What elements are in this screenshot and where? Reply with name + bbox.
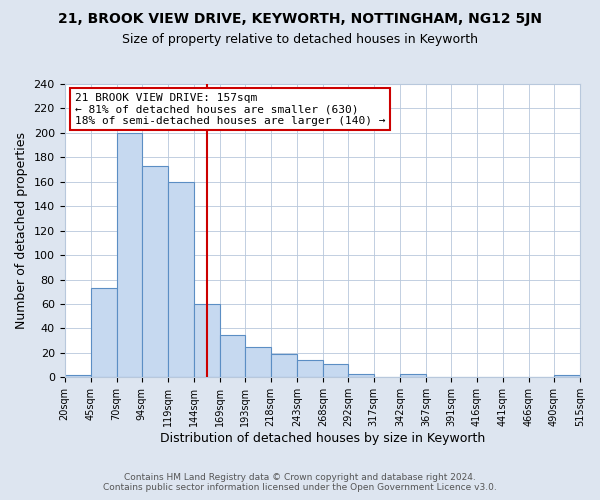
Bar	[220, 334, 245, 378]
Bar	[167, 182, 194, 378]
Text: Size of property relative to detached houses in Keyworth: Size of property relative to detached ho…	[122, 32, 478, 46]
Text: Contains public sector information licensed under the Open Government Licence v3: Contains public sector information licen…	[103, 484, 497, 492]
Y-axis label: Number of detached properties: Number of detached properties	[15, 132, 28, 329]
Bar	[323, 364, 348, 378]
Bar	[271, 354, 297, 378]
X-axis label: Distribution of detached houses by size in Keyworth: Distribution of detached houses by size …	[160, 432, 485, 445]
Bar	[116, 133, 142, 378]
Bar	[65, 375, 91, 378]
Bar	[245, 347, 271, 378]
Bar	[348, 374, 374, 378]
Bar	[400, 374, 426, 378]
Text: 21 BROOK VIEW DRIVE: 157sqm
← 81% of detached houses are smaller (630)
18% of se: 21 BROOK VIEW DRIVE: 157sqm ← 81% of det…	[75, 93, 385, 126]
Bar	[297, 360, 323, 378]
Bar	[554, 375, 580, 378]
Bar	[142, 166, 167, 378]
Bar	[194, 304, 220, 378]
Bar	[91, 288, 116, 378]
Text: Contains HM Land Registry data © Crown copyright and database right 2024.: Contains HM Land Registry data © Crown c…	[124, 474, 476, 482]
Text: 21, BROOK VIEW DRIVE, KEYWORTH, NOTTINGHAM, NG12 5JN: 21, BROOK VIEW DRIVE, KEYWORTH, NOTTINGH…	[58, 12, 542, 26]
